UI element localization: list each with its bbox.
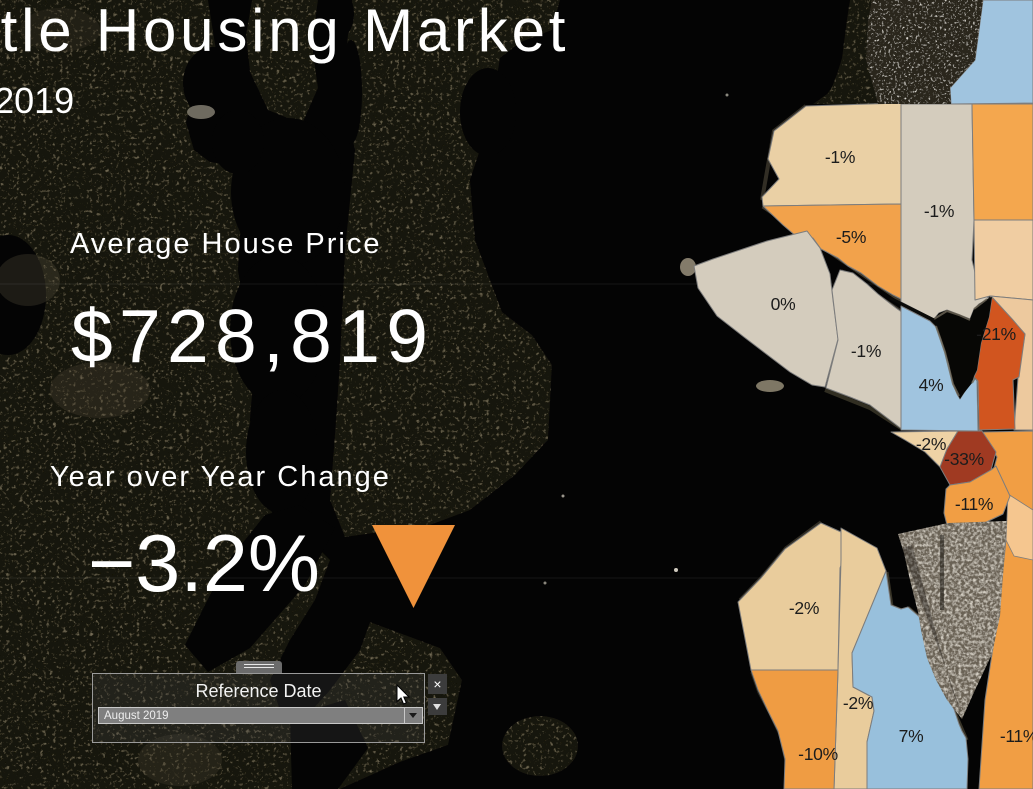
svg-text:-5%: -5% (836, 227, 866, 247)
svg-text:-10%: -10% (798, 744, 838, 764)
svg-text:-33%: -33% (944, 449, 984, 469)
svg-text:-11%: -11% (1000, 726, 1033, 746)
svg-text:-2%: -2% (916, 434, 946, 454)
svg-text:-11%: -11% (955, 494, 993, 514)
svg-text:7%: 7% (899, 726, 924, 746)
svg-text:-21%: -21% (976, 324, 1016, 344)
svg-text:0%: 0% (771, 294, 796, 314)
svg-text:-2%: -2% (789, 598, 819, 618)
svg-text:4%: 4% (919, 375, 944, 395)
svg-text:-2%: -2% (843, 693, 873, 713)
svg-text:-1%: -1% (825, 147, 855, 167)
svg-text:-1%: -1% (924, 201, 954, 221)
svg-text:-1%: -1% (851, 341, 881, 361)
